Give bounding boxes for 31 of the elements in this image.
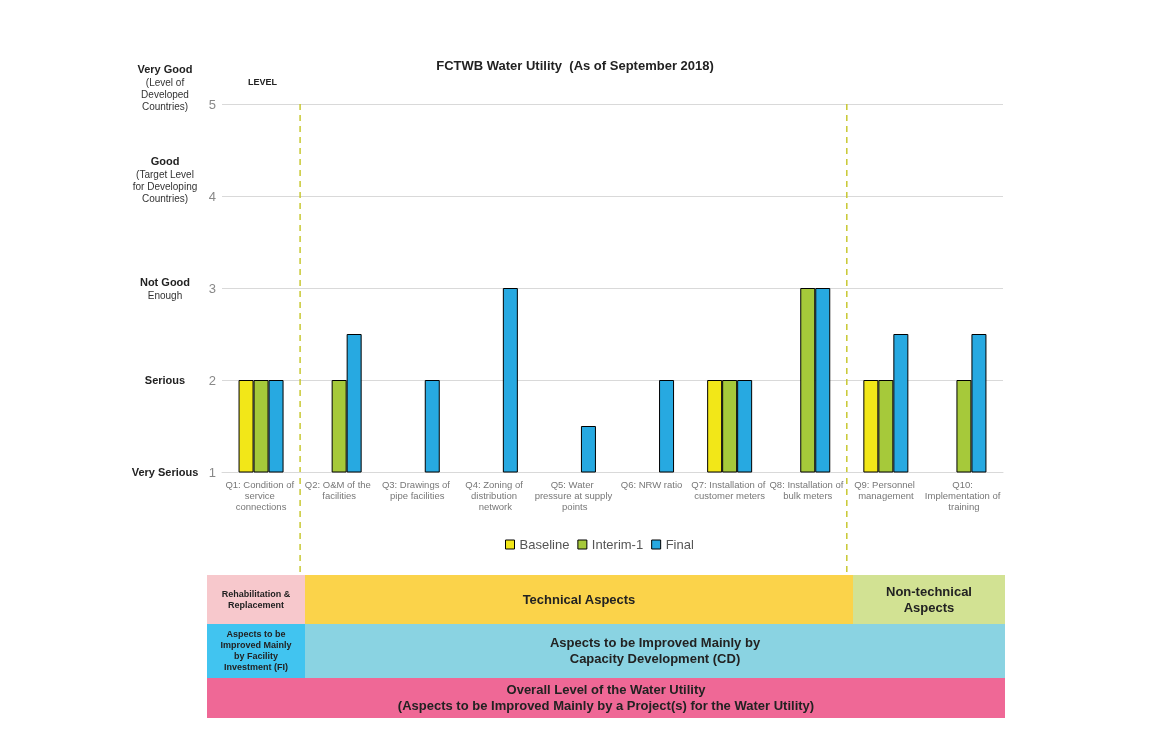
x-tick-label: Q4: Zoning of distribution network <box>465 479 526 512</box>
x-tick-label: Q9: Personnel management <box>854 479 918 501</box>
x-tick-label: Q8: Installation of bulk meters <box>769 479 847 501</box>
text: Serious <box>144 374 186 386</box>
y-axis-title: LEVEL <box>248 76 278 87</box>
text: Aspects to be Improved Mainly by Facility Investment (FI) <box>207 624 305 678</box>
text: Aspects to be Improved Mainly by Capacity Development (CD) <box>305 624 1005 678</box>
y-tick-label: 4 <box>208 188 216 204</box>
y-tick-label: 1 <box>208 464 216 480</box>
legend-label: Interim-1 <box>591 537 644 552</box>
text: Very Serious <box>131 466 199 478</box>
text: Technical Aspects <box>305 575 853 624</box>
text: Good (Target Level for Developing Countries) <box>132 155 198 204</box>
text: Very Good (Level of Developed Countries) <box>137 63 193 112</box>
y-tick-label: 5 <box>208 96 216 112</box>
legend-label: Final <box>665 537 694 552</box>
text: Rehabilitation & Replacement <box>207 575 305 624</box>
chart-title: FCTWB Water Utility (As of September 2018) <box>436 58 714 73</box>
x-tick-label: Q7: Installation of customer meters <box>691 479 768 501</box>
text: Not Good Enough <box>139 276 191 301</box>
legend-label: Baseline <box>519 537 570 552</box>
x-tick-label: Q3: Drawings of pipe facilities <box>381 479 453 501</box>
x-tick-label: Q10: Implementation of training <box>924 479 1004 512</box>
x-tick-label: Q2: O&M of the facilities <box>304 479 374 501</box>
x-tick-label: Q5: Water pressure at supply points <box>534 479 613 512</box>
text: Non-technical Aspects <box>853 575 1005 624</box>
y-tick-label: 3 <box>208 280 216 296</box>
x-tick-label: Q1: Condition of service connections <box>225 479 297 512</box>
y-tick-label: 2 <box>208 372 216 388</box>
text: Overall Level of the Water Utility (Aspects to be Improved Mainly by a Project(s) for the Water Utility) <box>207 678 1005 718</box>
x-tick-label: Q6: NRW ratio <box>620 479 683 490</box>
